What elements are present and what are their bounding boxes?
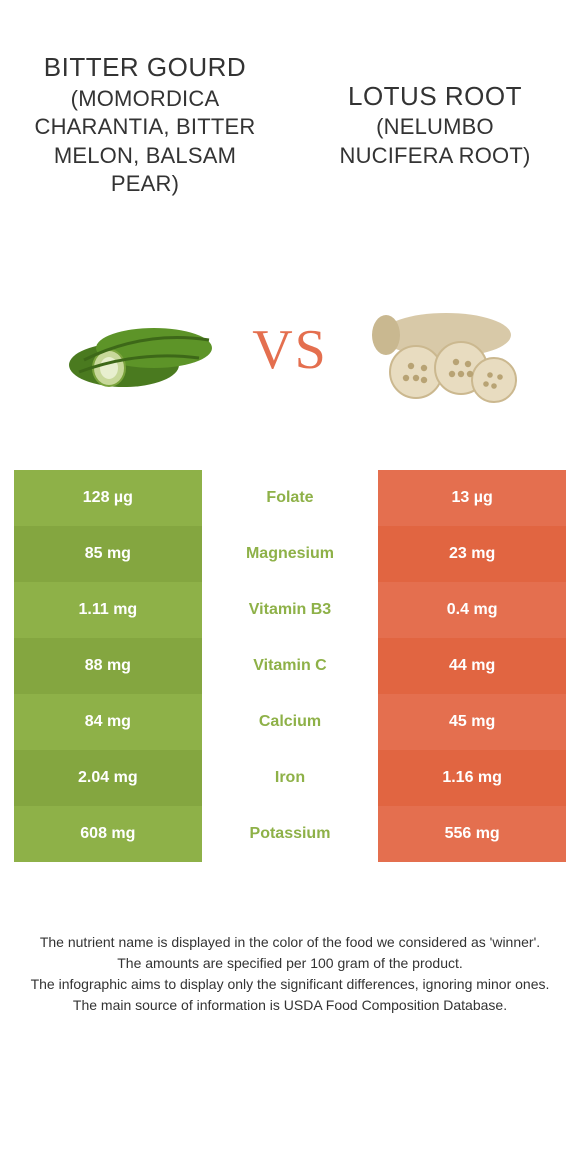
- right-title-block: Lotus root (Nelumbo nucifera root): [290, 70, 580, 181]
- footer-line: The amounts are specified per 100 gram o…: [28, 953, 552, 974]
- footer-line: The nutrient name is displayed in the co…: [28, 932, 552, 953]
- nutrient-name-cell: Folate: [202, 470, 379, 526]
- left-food-image: [54, 290, 234, 410]
- comparison-table: 128 µgFolate13 µg85 mgMagnesium23 mg1.11…: [0, 450, 580, 862]
- left-title-block: Bitter gourd (Momordica charantia, bitte…: [0, 41, 290, 209]
- left-value-cell: 85 mg: [14, 526, 202, 582]
- nutrient-name-cell: Calcium: [202, 694, 379, 750]
- vs-label: VS: [252, 318, 328, 382]
- footer-notes: The nutrient name is displayed in the co…: [0, 862, 580, 1016]
- right-food-name: Lotus root: [320, 80, 550, 114]
- vs-row: VS: [0, 250, 580, 450]
- left-food-name: Bitter gourd: [30, 51, 260, 85]
- nutrient-name-cell: Vitamin C: [202, 638, 379, 694]
- table-row: 1.11 mgVitamin B30.4 mg: [14, 582, 566, 638]
- right-value-cell: 556 mg: [378, 806, 566, 862]
- left-value-cell: 1.11 mg: [14, 582, 202, 638]
- left-value-cell: 128 µg: [14, 470, 202, 526]
- footer-line: The infographic aims to display only the…: [28, 974, 552, 995]
- left-value-cell: 2.04 mg: [14, 750, 202, 806]
- nutrient-name-cell: Magnesium: [202, 526, 379, 582]
- table-row: 608 mgPotassium556 mg: [14, 806, 566, 862]
- nutrient-name-cell: Iron: [202, 750, 379, 806]
- right-value-cell: 45 mg: [378, 694, 566, 750]
- table-row: 2.04 mgIron1.16 mg: [14, 750, 566, 806]
- table-row: 85 mgMagnesium23 mg: [14, 526, 566, 582]
- footer-line: The main source of information is USDA F…: [28, 995, 552, 1016]
- nutrient-name-cell: Potassium: [202, 806, 379, 862]
- left-value-cell: 88 mg: [14, 638, 202, 694]
- titles-row: Bitter gourd (Momordica charantia, bitte…: [0, 0, 580, 250]
- table-row: 128 µgFolate13 µg: [14, 470, 566, 526]
- right-food-image: [346, 290, 526, 410]
- right-value-cell: 1.16 mg: [378, 750, 566, 806]
- table-row: 88 mgVitamin C44 mg: [14, 638, 566, 694]
- right-food-subtitle: (Nelumbo nucifera root): [320, 113, 550, 170]
- table-row: 84 mgCalcium45 mg: [14, 694, 566, 750]
- left-food-subtitle: (Momordica charantia, bitter melon, bals…: [30, 85, 260, 199]
- left-value-cell: 608 mg: [14, 806, 202, 862]
- left-value-cell: 84 mg: [14, 694, 202, 750]
- nutrient-name-cell: Vitamin B3: [202, 582, 379, 638]
- right-value-cell: 13 µg: [378, 470, 566, 526]
- right-value-cell: 23 mg: [378, 526, 566, 582]
- right-value-cell: 44 mg: [378, 638, 566, 694]
- right-value-cell: 0.4 mg: [378, 582, 566, 638]
